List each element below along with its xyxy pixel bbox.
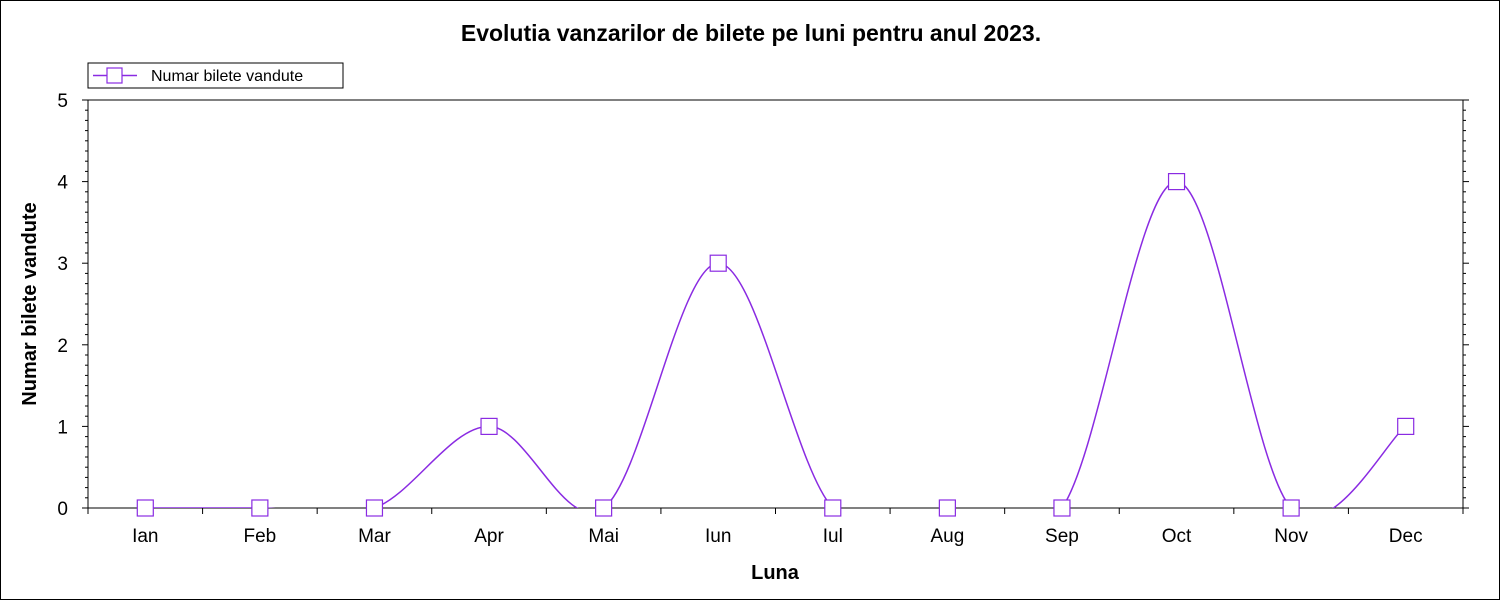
- x-tick-label: Apr: [474, 526, 504, 547]
- x-tick-label: Aug: [930, 526, 964, 547]
- data-point-marker: [709, 254, 727, 272]
- data-point-marker: [480, 417, 498, 435]
- series-group: [136, 173, 1415, 517]
- series-line: [145, 180, 1407, 508]
- data-point-marker: [1282, 499, 1300, 517]
- x-tick-label: Mar: [358, 526, 391, 547]
- y-tick-label: 4: [57, 173, 68, 194]
- x-tick-label: Dec: [1389, 526, 1423, 547]
- x-tick-label: Oct: [1162, 526, 1192, 547]
- x-axis-title: Luna: [751, 562, 800, 584]
- x-tick-label: Iun: [705, 526, 731, 547]
- legend-label: Numar bilete vandute: [151, 68, 303, 85]
- data-point-marker: [938, 499, 956, 517]
- x-tick-label: Nov: [1274, 526, 1308, 547]
- data-point-marker: [1167, 173, 1186, 191]
- data-point-marker: [595, 499, 613, 517]
- data-point-marker: [1397, 417, 1415, 435]
- y-tick-label: 5: [57, 91, 68, 112]
- x-tick-label: Sep: [1045, 526, 1079, 547]
- plot-area: [87, 99, 1464, 509]
- data-point-marker: [136, 499, 154, 517]
- data-point-marker: [365, 499, 384, 517]
- x-axis: Ian Feb Mar Apr Mai Iun Iul Aug Sep Oct Nov Dec: [87, 508, 1464, 547]
- y-axis: 0 1 2 3 4 5: [57, 91, 1469, 520]
- x-tick-label: Iul: [823, 526, 843, 547]
- chart-title: Evolutia vanzarilor de bilete pe luni pe…: [461, 20, 1041, 46]
- data-point-marker: [824, 499, 842, 517]
- data-point-marker: [1053, 499, 1071, 517]
- x-tick-label: Ian: [132, 526, 158, 547]
- x-tick-label: Feb: [244, 526, 277, 547]
- legend-square-marker-icon: [106, 67, 123, 84]
- y-tick-label: 0: [57, 499, 68, 520]
- data-point-marker: [251, 499, 269, 517]
- y-tick-label: 3: [57, 254, 68, 275]
- y-axis-title: Numar bilete vandute: [19, 202, 41, 405]
- legend: Numar bilete vandute: [87, 62, 344, 89]
- x-tick-label: Mai: [588, 526, 619, 547]
- y-tick-label: 1: [57, 417, 68, 438]
- y-tick-label: 2: [57, 336, 68, 357]
